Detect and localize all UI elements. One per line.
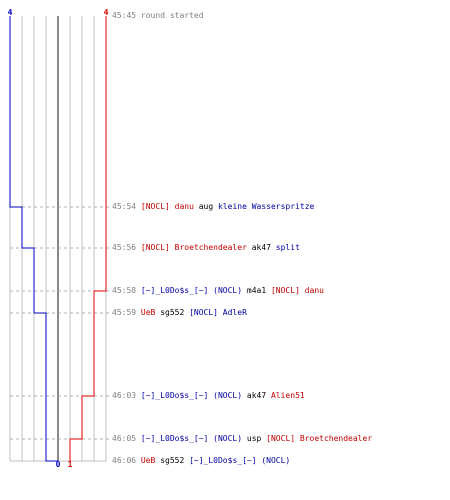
event-dash-lines (10, 206, 110, 440)
event-text: split (275, 243, 300, 252)
blue-team-end-count: 0 (56, 460, 61, 469)
red-team-line (69, 16, 107, 461)
event-time: 45:56 (112, 243, 137, 252)
event-time: 45:54 (112, 202, 137, 211)
event-time: 46:06 (112, 456, 137, 465)
event-text: aug (193, 202, 218, 211)
event-text: [NOCL] Broetchendealer (140, 243, 247, 252)
event-text: usp (242, 434, 267, 443)
event-time: 46:03 (112, 391, 137, 400)
kill-event-row: 46:05 [~]_L0Do$s_[~] (NOCL) usp [NOCL] B… (112, 434, 372, 444)
event-time: 45:59 (112, 308, 137, 317)
event-time: 45:58 (112, 286, 137, 295)
kill-event-row: 45:56 [NOCL] Broetchendealer ak47 split (112, 243, 300, 253)
kill-event-row: 46:06 UeB sg552 [~]_L0Do$s_[~] (NOCL) (112, 456, 290, 466)
team-lines (9, 16, 107, 462)
red-team-end-count: 1 (68, 460, 73, 469)
event-text: ak47 (246, 243, 276, 252)
event-time: 45:45 (112, 11, 137, 20)
kill-event-row: 45:54 [NOCL] danu aug kleine Wassersprit… (112, 202, 314, 212)
event-text: ak47 (242, 391, 271, 400)
event-text: [~]_L0Do$s_[~] (NOCL) (140, 434, 243, 443)
event-text: [NOCL] danu (140, 202, 194, 211)
event-text: [NOCL] danu (270, 286, 324, 295)
event-text: [NOCL] AdleR (189, 308, 247, 317)
blue-team-line (9, 16, 58, 462)
event-text: kleine Wasserspritze (218, 202, 315, 211)
kill-event-row: 46:03 [~]_L0Do$s_[~] (NOCL) ak47 Alien51 (112, 391, 305, 401)
event-text: sg552 (155, 456, 190, 465)
event-text: [NOCL] Broetchendealer (266, 434, 373, 443)
event-text: UeB (140, 456, 156, 465)
event-text: [~]_L0Do$s_[~] (NOCL) (189, 456, 291, 465)
kill-event-row: 45:58 [~]_L0Do$s_[~] (NOCL) m4a1 [NOCL] … (112, 286, 324, 296)
event-text: Alien51 (270, 391, 305, 400)
kill-event-row: 45:45 round started (112, 11, 204, 21)
event-text: UeB (140, 308, 156, 317)
event-time: 46:05 (112, 434, 137, 443)
red-team-start-count: 4 (104, 8, 109, 17)
event-text: m4a1 (242, 286, 271, 295)
event-text: [~]_L0Do$s_[~] (NOCL) (140, 286, 243, 295)
event-text: sg552 (155, 308, 190, 317)
blue-team-start-count: 4 (8, 8, 13, 17)
event-text: [~]_L0Do$s_[~] (NOCL) (140, 391, 243, 400)
event-text: round started (140, 11, 204, 20)
kill-event-row: 45:59 UeB sg552 [NOCL] AdleR (112, 308, 247, 318)
